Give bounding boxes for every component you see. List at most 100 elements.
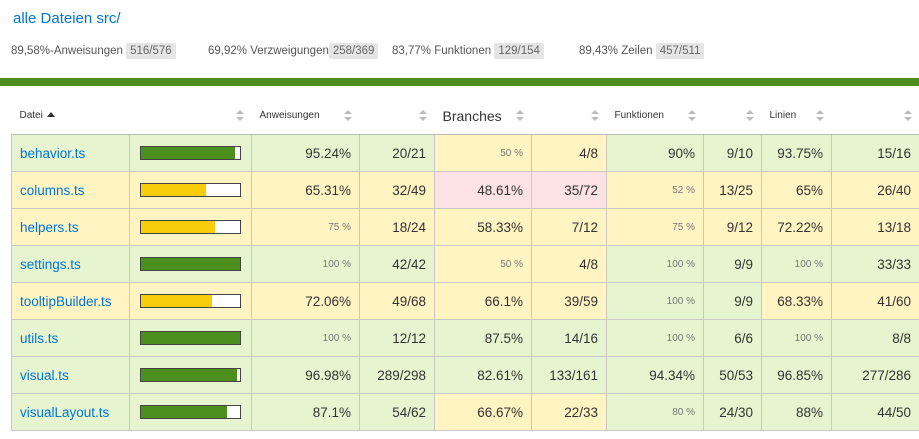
statements-percent-cell: 100 % [251, 319, 360, 357]
coverage-progress-fill [141, 332, 240, 344]
column-header-statements-label: Anweisungen [259, 110, 320, 121]
branches-fraction-cell: 22/33 [531, 393, 607, 431]
file-link[interactable]: utils.ts [20, 330, 59, 346]
file-link[interactable]: helpers.ts [20, 219, 79, 235]
coverage-progress-fill [141, 184, 206, 196]
summary-functions-percent: 83,77% [392, 45, 432, 57]
summary-statements-label: -Anweisungen [50, 45, 123, 57]
table-row: settings.ts 100 % 42/42 50 % 4/8 100 % 9/9 100 … [11, 245, 919, 283]
functions-fraction-cell: 9/9 [703, 282, 762, 320]
lines-percent-cell: 100 % [761, 319, 832, 357]
coverage-progress-fill [141, 147, 236, 159]
file-link[interactable]: columns.ts [20, 182, 85, 198]
file-link[interactable]: behavior.ts [20, 145, 86, 161]
coverage-bar-cell [129, 245, 252, 283]
statements-percent-cell: 72.06% [251, 282, 360, 320]
column-header-file[interactable]: Datei [11, 97, 130, 135]
statements-fraction-cell: 54/62 [359, 393, 435, 431]
functions-fraction-cell: 9/9 [703, 245, 762, 283]
lines-percent-cell: 93.75% [761, 134, 832, 172]
summary-branches-fraction: 258/369 [328, 43, 379, 59]
column-header-functions-fraction[interactable] [703, 97, 762, 135]
branches-percent-cell: 82.61% [434, 356, 532, 394]
file-cell: visual.ts [11, 356, 130, 394]
lines-fraction-cell: 8/8 [831, 319, 919, 357]
column-header-lines[interactable]: Linien [761, 97, 832, 135]
sort-ascending-icon [46, 112, 55, 117]
coverage-bar-cell [129, 356, 252, 394]
functions-fraction-cell: 50/53 [703, 356, 762, 394]
column-header-file-label: Datei [19, 110, 43, 121]
file-link[interactable]: visualLayout.ts [20, 404, 110, 420]
file-cell: behavior.ts [11, 134, 130, 172]
statements-fraction-cell: 20/21 [359, 134, 435, 172]
branches-percent-cell: 48.61% [434, 171, 532, 209]
functions-fraction-cell: 13/25 [703, 171, 762, 209]
file-cell: visualLayout.ts [11, 393, 130, 431]
functions-percent-cell: 80 % [606, 393, 704, 431]
lines-fraction-cell: 44/50 [831, 393, 919, 431]
functions-fraction-cell: 6/6 [703, 319, 762, 357]
column-header-lines-fraction[interactable] [831, 97, 919, 135]
coverage-progress-bar [140, 257, 241, 271]
lines-percent-cell: 65% [761, 171, 832, 209]
branches-fraction-cell: 133/161 [531, 356, 607, 394]
statements-percent-cell: 75 % [251, 208, 360, 246]
lines-fraction-cell: 277/286 [831, 356, 919, 394]
branches-percent-cell: 58.33% [434, 208, 532, 246]
statements-fraction-cell: 49/68 [359, 282, 435, 320]
sort-icon [418, 110, 427, 121]
table-row: tooltipBuilder.ts 72.06% 49/68 66.1% 39/59 10… [11, 282, 919, 320]
table-row: utils.ts 100 % 12/12 87.5% 14/16 100 % 6/6 100 … [11, 319, 919, 357]
column-header-file-bar[interactable] [129, 97, 252, 135]
lines-fraction-cell: 33/33 [831, 245, 919, 283]
file-link[interactable]: tooltipBuilder.ts [20, 293, 112, 309]
statements-percent-cell: 100 % [251, 245, 360, 283]
table-row: visualLayout.ts 87.1% 54/62 66.67% 22/33 80 %… [11, 393, 919, 431]
statements-percent-cell: 96.98% [251, 356, 360, 394]
coverage-progress-bar [140, 220, 241, 234]
functions-fraction-cell: 9/10 [703, 134, 762, 172]
branches-fraction-cell: 39/59 [531, 282, 607, 320]
table-header-row: Datei Anweisungen Branches Funktionen Li… [11, 97, 919, 135]
table-row: visual.ts 96.98% 289/298 82.61% 133/161 94.34… [11, 356, 919, 394]
branches-percent-cell: 66.67% [434, 393, 532, 431]
functions-percent-cell: 52 % [606, 171, 704, 209]
lines-fraction-cell: 41/60 [831, 282, 919, 320]
table-row: columns.ts 65.31% 32/49 48.61% 35/72 52 % 13/2… [11, 171, 919, 209]
sort-icon [235, 110, 244, 121]
file-cell: helpers.ts [11, 208, 130, 246]
functions-fraction-cell: 24/30 [703, 393, 762, 431]
file-link[interactable]: visual.ts [20, 367, 69, 383]
sort-icon [343, 110, 352, 121]
functions-percent-cell: 90% [606, 134, 704, 172]
coverage-progress-fill [141, 406, 228, 418]
branches-fraction-cell: 35/72 [531, 171, 607, 209]
table-row: behavior.ts 95.24% 20/21 50 % 4/8 90% 9/10 93.7… [11, 134, 919, 172]
coverage-progress-bar [140, 368, 241, 382]
lines-percent-cell: 100 % [761, 245, 832, 283]
sort-icon [815, 110, 824, 121]
summary-functions-fraction: 129/154 [494, 43, 544, 59]
functions-percent-cell: 100 % [606, 245, 704, 283]
branches-fraction-cell: 4/8 [531, 245, 607, 283]
column-header-statements-fraction[interactable] [359, 97, 435, 135]
column-header-branches-fraction[interactable] [531, 97, 607, 135]
statements-fraction-cell: 12/12 [359, 319, 435, 357]
column-header-statements[interactable]: Anweisungen [251, 97, 360, 135]
coverage-progress-bar [140, 331, 241, 345]
coverage-bar-cell [129, 208, 252, 246]
breadcrumb[interactable]: alle Dateien src/ [13, 10, 121, 27]
column-header-branches[interactable]: Branches [434, 97, 532, 135]
sort-icon [515, 110, 524, 121]
file-cell: tooltipBuilder.ts [11, 282, 130, 320]
statements-percent-cell: 95.24% [251, 134, 360, 172]
summary-statements-percent: 89,58% [11, 45, 51, 57]
branches-percent-cell: 87.5% [434, 319, 532, 357]
file-link[interactable]: settings.ts [20, 256, 81, 272]
summary-lines-fraction: 457/511 [655, 43, 705, 59]
branches-fraction-cell: 7/12 [531, 208, 607, 246]
column-header-functions[interactable]: Funktionen [606, 97, 704, 135]
sort-icon [903, 110, 912, 121]
file-cell: settings.ts [11, 245, 130, 283]
